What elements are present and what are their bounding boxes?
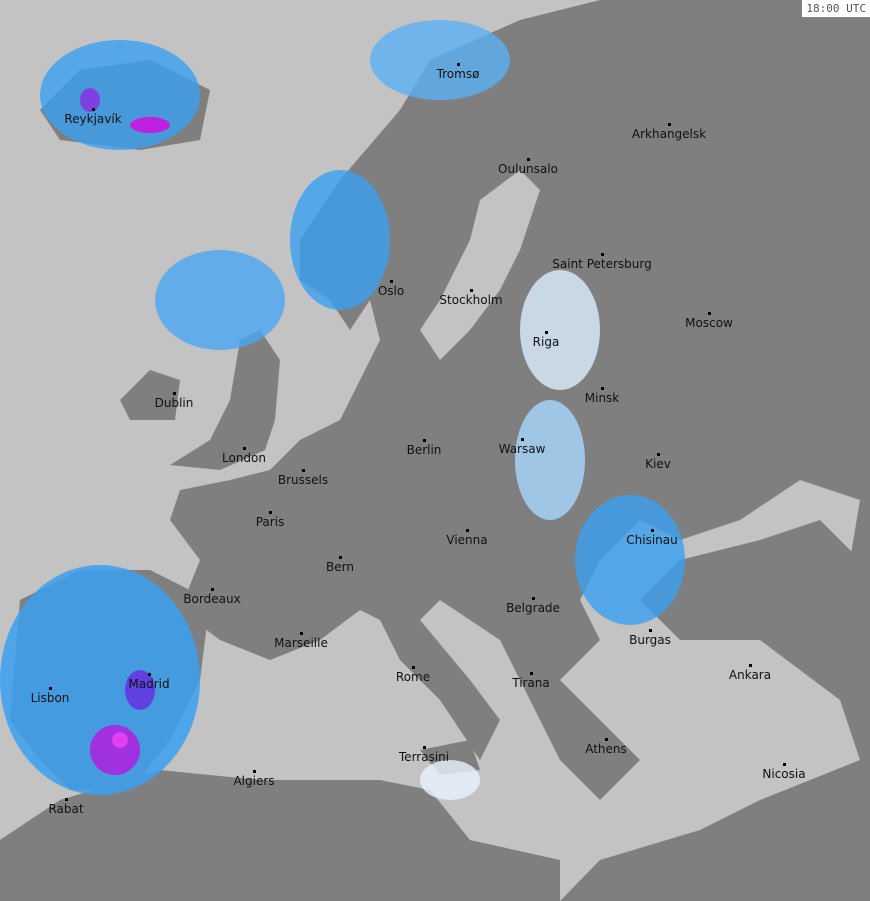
- city-marker: [651, 529, 654, 532]
- city-marker: [148, 673, 151, 676]
- city-label: Marseille: [274, 636, 328, 650]
- city-label: Tirana: [512, 676, 550, 690]
- city-marker: [470, 289, 473, 292]
- city-label: Nicosia: [762, 767, 806, 781]
- city-marker: [532, 597, 535, 600]
- city-marker: [521, 438, 524, 441]
- city-label: Algiers: [233, 774, 275, 788]
- city-marker: [423, 439, 426, 442]
- city-label: Madrid: [128, 677, 170, 691]
- city-marker: [466, 529, 469, 532]
- city-marker: [601, 253, 604, 256]
- city-marker: [412, 666, 415, 669]
- city-label: Paris: [255, 515, 285, 529]
- city-marker: [423, 746, 426, 749]
- city-label: Stockholm: [439, 293, 503, 307]
- city-label: Rome: [395, 670, 431, 684]
- city-label: Minsk: [584, 391, 620, 405]
- timestamp-label: 18:00 UTC: [801, 0, 870, 18]
- city-label: Arkhangelsk: [631, 127, 707, 141]
- city-marker: [173, 392, 176, 395]
- city-label: Brussels: [277, 473, 329, 487]
- city-marker: [339, 556, 342, 559]
- city-label: Reykjavík: [64, 112, 122, 126]
- city-marker: [300, 632, 303, 635]
- city-marker: [253, 770, 256, 773]
- city-marker: [527, 158, 530, 161]
- city-label: Burgas: [629, 633, 671, 647]
- city-marker: [649, 629, 652, 632]
- city-label: Ankara: [728, 668, 772, 682]
- city-marker: [545, 331, 548, 334]
- city-label: Oslo: [377, 284, 405, 298]
- city-label: Athens: [585, 742, 627, 756]
- city-label: Berlin: [406, 443, 442, 457]
- city-marker: [49, 687, 52, 690]
- city-marker: [530, 672, 533, 675]
- city-marker: [708, 312, 711, 315]
- city-marker: [783, 763, 786, 766]
- city-marker: [657, 453, 660, 456]
- city-marker: [457, 63, 460, 66]
- city-label: Belgrade: [506, 601, 560, 615]
- city-label: Rabat: [48, 802, 84, 816]
- city-label: Moscow: [685, 316, 733, 330]
- city-marker: [601, 387, 604, 390]
- city-marker: [302, 469, 305, 472]
- city-marker: [65, 798, 68, 801]
- city-label: Riga: [532, 335, 560, 349]
- city-label: Tromsø: [436, 67, 480, 81]
- city-label: Chisinau: [626, 533, 678, 547]
- city-label: Bordeaux: [183, 592, 241, 606]
- city-label: Kiev: [645, 457, 671, 471]
- city-label: Warsaw: [498, 442, 546, 456]
- city-label: Terrasini: [398, 750, 450, 764]
- city-marker: [749, 664, 752, 667]
- city-marker: [269, 511, 272, 514]
- city-marker: [668, 123, 671, 126]
- city-marker: [211, 588, 214, 591]
- city-label: Vienna: [446, 533, 488, 547]
- city-label: Oulunsalo: [498, 162, 558, 176]
- city-marker: [605, 738, 608, 741]
- city-label: Saint Petersburg: [552, 257, 652, 271]
- city-label: Bern: [326, 560, 354, 574]
- city-marker: [390, 280, 393, 283]
- city-label: Lisbon: [30, 691, 70, 705]
- city-label: Dublin: [154, 396, 194, 410]
- city-label: London: [222, 451, 266, 465]
- city-marker: [92, 108, 95, 111]
- city-marker: [243, 447, 246, 450]
- precipitation-echoes: [0, 20, 685, 800]
